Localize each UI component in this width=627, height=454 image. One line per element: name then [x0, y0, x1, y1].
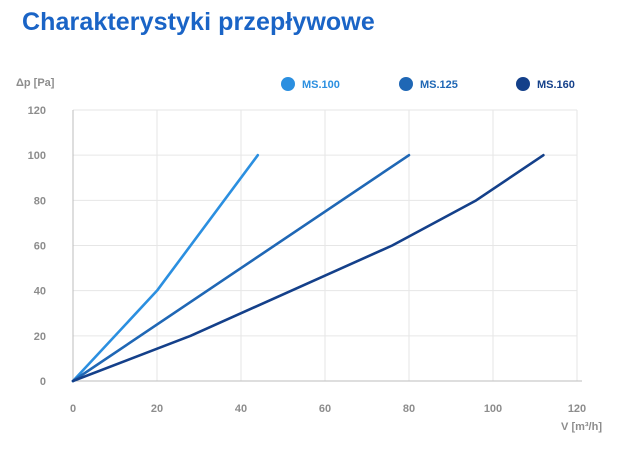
- x-tick-label-6: 120: [568, 403, 586, 415]
- legend-label-ms-100: MS.100: [302, 79, 340, 91]
- y-tick-label-1: 20: [34, 331, 46, 343]
- page-title: Charakterystyki przepływowe: [22, 8, 375, 36]
- series-line-ms-160: [71, 153, 545, 383]
- y-tick-label-5: 100: [28, 150, 46, 162]
- chart-legend: MS.100 MS.125 MS.160: [281, 77, 575, 91]
- x-axis-label: V [m³/h]: [561, 421, 602, 433]
- y-tick-label-4: 80: [34, 195, 46, 207]
- legend-label-ms-125: MS.125: [420, 79, 458, 91]
- x-tick-label-4: 80: [403, 403, 415, 415]
- chart-ticks: 0 20 40 60 80 100 120 0 20 40 60 80 100 120: [28, 105, 587, 415]
- legend-label-ms-160: MS.160: [537, 79, 575, 91]
- y-tick-label-3: 60: [34, 241, 46, 253]
- y-tick-label-2: 40: [34, 286, 46, 298]
- y-tick-label-0: 0: [40, 376, 46, 388]
- legend-marker-ms-125: [399, 77, 413, 91]
- legend-marker-ms-100: [281, 77, 295, 91]
- chart-axes: [72, 110, 582, 382]
- chart-series: [71, 153, 545, 383]
- y-axis-label: Δp [Pa]: [16, 77, 55, 89]
- series-line-ms-125: [71, 153, 411, 383]
- x-tick-label-5: 100: [484, 403, 502, 415]
- chart-grid: [73, 109, 578, 381]
- x-tick-label-0: 0: [70, 403, 76, 415]
- y-tick-label-6: 120: [28, 105, 46, 117]
- x-tick-label-1: 20: [151, 403, 163, 415]
- x-tick-label-2: 40: [235, 403, 247, 415]
- legend-marker-ms-160: [516, 77, 530, 91]
- x-tick-label-3: 60: [319, 403, 331, 415]
- series-line-ms-100: [71, 153, 260, 383]
